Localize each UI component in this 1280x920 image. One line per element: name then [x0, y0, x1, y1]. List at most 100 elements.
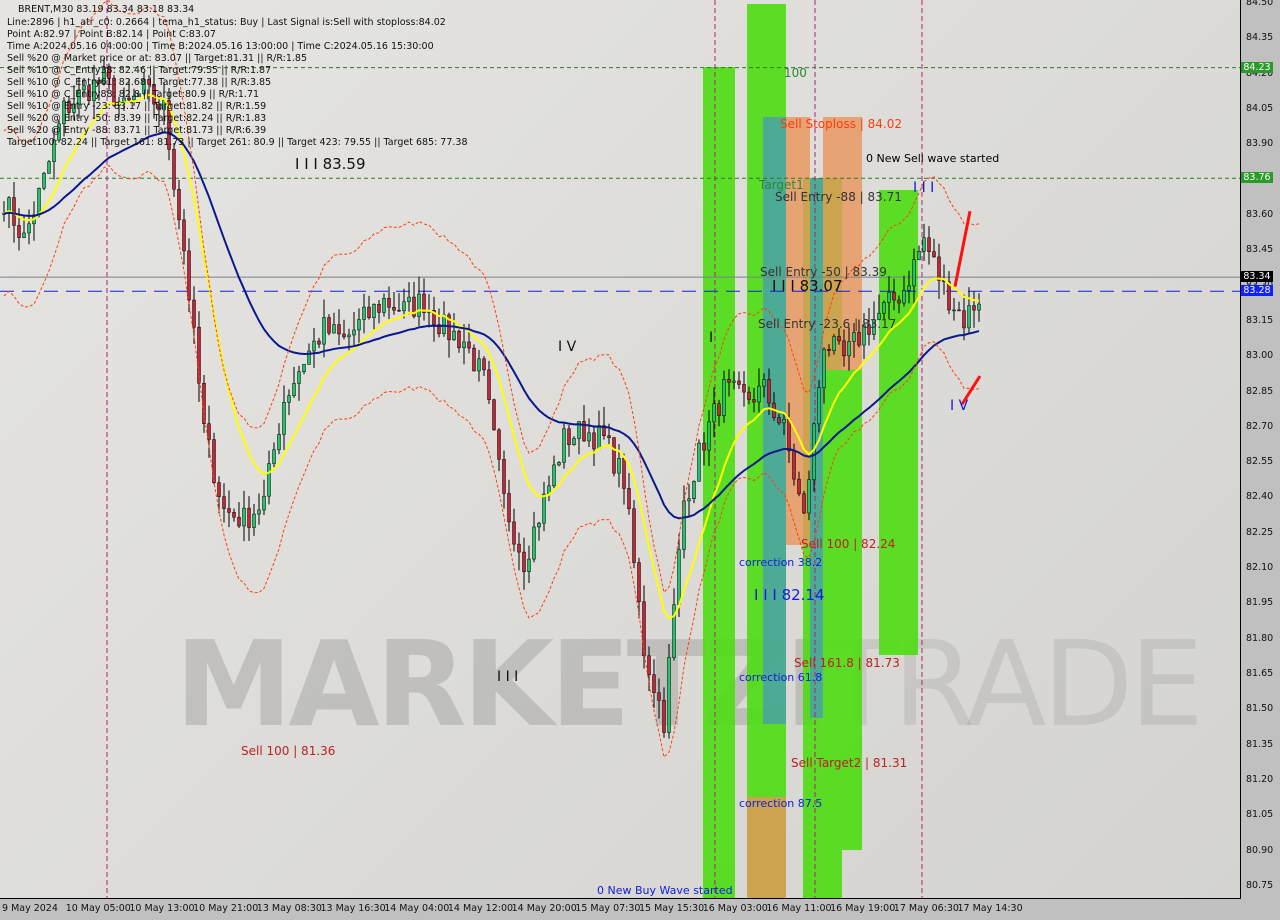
price-tick: 81.80: [1246, 632, 1274, 644]
candle-body: [97, 79, 101, 84]
candle-body: [662, 700, 666, 733]
candle-body: [562, 428, 566, 463]
candle-body: [882, 302, 886, 314]
time-tick: 10 May 05:00: [65, 903, 131, 914]
candle-body: [477, 358, 481, 372]
label-sell-161: Sell 161.8 | 81.73: [794, 656, 900, 670]
candle-body: [377, 303, 381, 313]
candle-body: [687, 498, 691, 502]
label-wave-iv-2: I V: [950, 398, 969, 414]
candle-body: [582, 421, 586, 442]
candle-body: [947, 281, 951, 311]
time-tick: 15 May 15:30: [639, 903, 705, 914]
candle-body: [147, 79, 151, 85]
candle-body: [697, 442, 701, 482]
candle-body: [837, 336, 841, 342]
info-line: Sell %20 @ Market price or at: 83.07 || …: [7, 53, 308, 64]
candle-body: [787, 419, 791, 452]
chart-plot-area[interactable]: [0, 0, 1241, 899]
price-tick: 81.20: [1246, 774, 1274, 786]
candle-body: [132, 96, 136, 101]
time-tick: 14 May 20:00: [511, 903, 577, 914]
candle-body: [737, 380, 741, 385]
price-tick: 84.20: [1246, 67, 1274, 79]
candle-body: [297, 371, 301, 384]
candle-body: [167, 100, 171, 150]
candle-body: [42, 173, 46, 189]
label-sell-target2: Sell Target2 | 81.31: [791, 756, 908, 770]
candle-body: [22, 232, 26, 238]
candle-body: [642, 601, 646, 657]
candle-body: [577, 421, 581, 439]
candle-body: [782, 419, 786, 424]
candle-body: [722, 379, 726, 416]
time-tick: 17 May 06:30: [893, 903, 959, 914]
candle-body: [847, 341, 851, 357]
price-level-tag: 83.28: [1241, 285, 1273, 297]
label-point-c: I I I 83.07: [772, 277, 843, 295]
candle-body: [237, 516, 241, 527]
candle-body: [357, 319, 361, 331]
candle-body: [367, 306, 371, 318]
label-sell-entry-50: Sell Entry -50 | 83.39: [760, 265, 887, 279]
label-sell-stoploss: Sell Stoploss | 84.02: [780, 117, 902, 131]
candle-body: [257, 509, 261, 515]
time-tick: 13 May 08:30: [256, 903, 322, 914]
candle-body: [747, 391, 751, 400]
candle-body: [597, 425, 601, 450]
candle-body: [922, 237, 926, 252]
time-tick: 16 May 19:00: [830, 903, 896, 914]
candle-body: [672, 604, 676, 658]
candle-body: [652, 674, 656, 693]
candle-body: [342, 333, 346, 338]
candle-body: [287, 395, 291, 403]
candle-body: [252, 513, 256, 528]
candle-body: [892, 291, 896, 301]
candle-body: [777, 417, 781, 424]
candle-body: [917, 250, 921, 260]
candle-body: [622, 458, 626, 489]
info-line: Time A:2024.05.16 04:00:00 | Time B:2024…: [7, 41, 434, 52]
label-point-a: I I I 83.59: [295, 155, 366, 173]
time-tick: 10 May 13:00: [129, 903, 195, 914]
price-level-tag: 84.23: [1241, 61, 1273, 73]
candle-body: [387, 297, 391, 308]
candle-body: [817, 387, 821, 425]
price-tick: 83.00: [1246, 350, 1274, 362]
candle-body: [307, 350, 311, 365]
candle-body: [977, 303, 981, 311]
price-tick: 83.45: [1246, 244, 1274, 256]
price-tick: 81.05: [1246, 809, 1274, 821]
info-line: Target100: 82.24 || Target 161: 81.73 ||…: [7, 137, 468, 148]
price-tick: 81.35: [1246, 738, 1274, 750]
price-tick: 82.10: [1246, 562, 1274, 574]
candle-body: [52, 139, 56, 162]
candle-body: [962, 310, 966, 329]
label-sell-entry-88: Sell Entry -88 | 83.71: [775, 190, 902, 204]
label-sell-entry-23: Sell Entry -23.6 | 83.17: [758, 317, 897, 331]
candle-body: [612, 437, 616, 474]
candle-body: [732, 380, 736, 383]
candle-body: [432, 310, 436, 325]
price-tick: 83.30: [1246, 280, 1273, 291]
candle-body: [82, 85, 86, 91]
candle-body: [972, 305, 976, 311]
candle-body: [472, 347, 476, 372]
candle-body: [912, 259, 916, 287]
candle-body: [392, 307, 396, 311]
candle-body: [72, 103, 76, 113]
candle-body: [927, 237, 931, 252]
candle-body: [807, 479, 811, 514]
candle-body: [877, 312, 881, 320]
info-line: Sell %10 @ Entry -23: 83.17 || Target:81…: [7, 101, 267, 112]
candle-body: [567, 428, 571, 445]
candle-body: [192, 299, 196, 328]
fast-moving-average: [3, 93, 980, 620]
candle-body: [187, 250, 191, 301]
channel-lower: [3, 164, 980, 759]
time-tick: 16 May 03:00: [702, 903, 768, 914]
candle-body: [632, 508, 636, 563]
signal-zone: [747, 797, 786, 898]
candle-body: [762, 379, 766, 387]
